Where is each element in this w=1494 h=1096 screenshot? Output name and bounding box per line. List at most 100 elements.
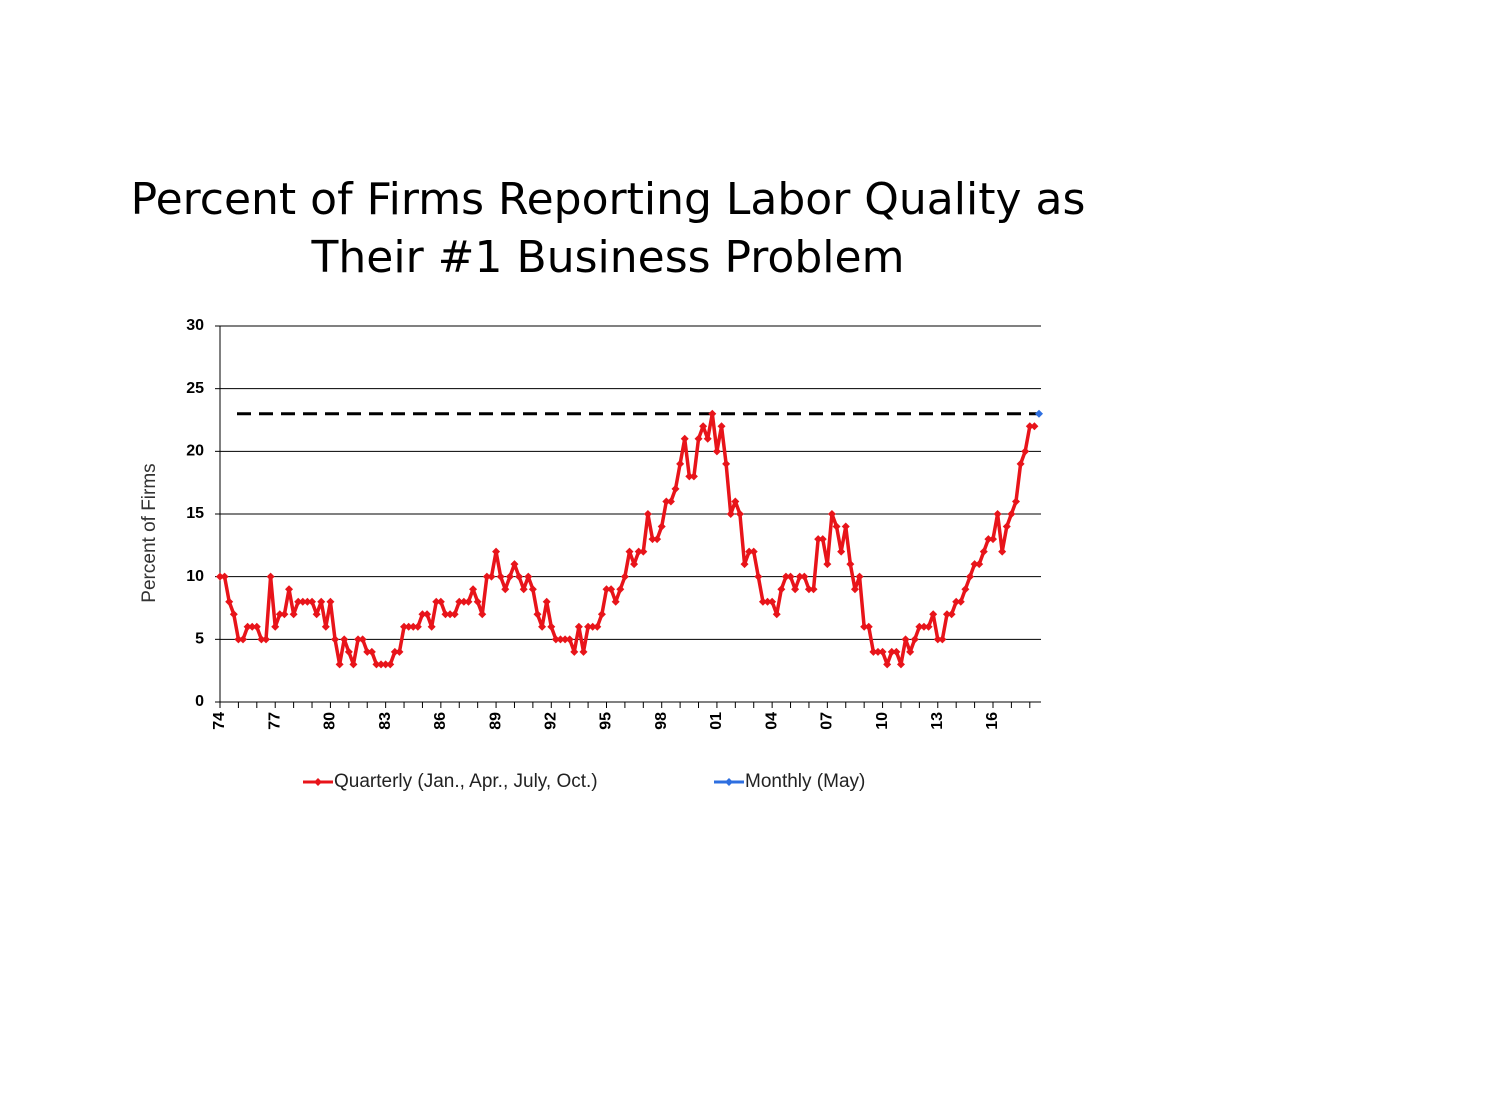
data-point (878, 647, 887, 656)
data-point (441, 610, 450, 619)
data-point (855, 572, 864, 581)
data-point (1025, 422, 1034, 431)
data-point (680, 434, 689, 443)
data-point (367, 647, 376, 656)
data-point (579, 647, 588, 656)
data-point (225, 597, 234, 606)
data-point (340, 635, 349, 644)
data-point (850, 585, 859, 594)
data-point (395, 647, 404, 656)
data-point (689, 472, 698, 481)
data-point (685, 472, 694, 481)
data-point (896, 660, 905, 669)
data-point (653, 535, 662, 544)
data-point (473, 597, 482, 606)
data-point (400, 622, 409, 631)
x-tick-label: 10 (874, 712, 891, 730)
data-point (763, 597, 772, 606)
data-point (970, 560, 979, 569)
data-point (887, 647, 896, 656)
data-point (726, 510, 735, 518)
data-point (496, 572, 505, 581)
data-point (837, 547, 846, 556)
data-point (308, 597, 317, 606)
data-point (818, 535, 827, 544)
data-point (409, 622, 418, 631)
data-point (1011, 497, 1020, 506)
y-tick-label: 25 (186, 380, 204, 397)
data-point (749, 547, 758, 556)
y-tick-label: 0 (195, 693, 204, 710)
data-point (469, 585, 478, 594)
data-point (455, 597, 464, 606)
data-point (883, 660, 892, 669)
data-point (735, 510, 744, 518)
data-point (363, 647, 372, 656)
data-point (860, 622, 869, 631)
data-point (864, 622, 873, 631)
data-point (731, 497, 740, 506)
data-point (657, 522, 666, 531)
data-point (547, 622, 556, 631)
x-tick-label: 86 (432, 712, 449, 730)
data-point (754, 572, 763, 581)
data-point (648, 535, 657, 544)
data-point (588, 622, 597, 631)
data-point (634, 547, 643, 556)
data-point (487, 572, 496, 581)
chart-title: Their #1 Business Problem (311, 232, 905, 283)
data-point (294, 597, 303, 606)
legend-label: Monthly (May) (745, 771, 865, 792)
data-point (814, 535, 823, 544)
x-tick-label: 83 (377, 712, 394, 730)
data-point (519, 585, 528, 594)
data-point (505, 572, 514, 581)
data-point (386, 660, 395, 669)
y-tick-label: 10 (186, 568, 204, 585)
data-point (565, 635, 574, 644)
x-tick-label: 98 (653, 712, 670, 730)
data-point (947, 610, 956, 619)
legend-marker (314, 778, 322, 786)
legend-marker (725, 778, 733, 786)
data-point (823, 560, 832, 569)
data-point (1030, 422, 1039, 431)
data-point (450, 610, 459, 619)
data-point (317, 597, 326, 606)
data-point (239, 635, 248, 644)
x-tick-label: 92 (542, 712, 559, 730)
data-point (745, 547, 754, 556)
data-point (620, 572, 629, 581)
chart-title: Percent of Firms Reporting Labor Quality… (131, 174, 1086, 225)
x-tick-label: 07 (819, 712, 836, 730)
data-point (266, 572, 275, 581)
data-point (510, 560, 519, 569)
data-point (703, 434, 712, 443)
series-line (220, 411, 1035, 667)
data-point (344, 647, 353, 656)
data-point (910, 635, 919, 644)
data-point (262, 635, 271, 644)
data-point (772, 610, 781, 619)
data-point (924, 622, 933, 631)
data-point (331, 635, 340, 644)
data-point (768, 597, 777, 606)
x-tick-label: 89 (487, 712, 504, 730)
data-point (919, 622, 928, 631)
data-point (915, 622, 924, 631)
y-tick-label: 5 (195, 631, 204, 648)
data-point (561, 635, 570, 644)
data-point (699, 422, 708, 431)
data-point (326, 597, 335, 606)
data-point (611, 597, 620, 606)
data-point (933, 635, 942, 644)
data-point (938, 635, 947, 644)
data-point (533, 610, 542, 619)
data-point (528, 585, 537, 594)
data-point (303, 597, 312, 606)
x-tick-label: 13 (929, 712, 946, 730)
data-point (777, 585, 786, 594)
data-point (248, 622, 257, 631)
data-point (1035, 409, 1043, 418)
data-point (427, 622, 436, 631)
